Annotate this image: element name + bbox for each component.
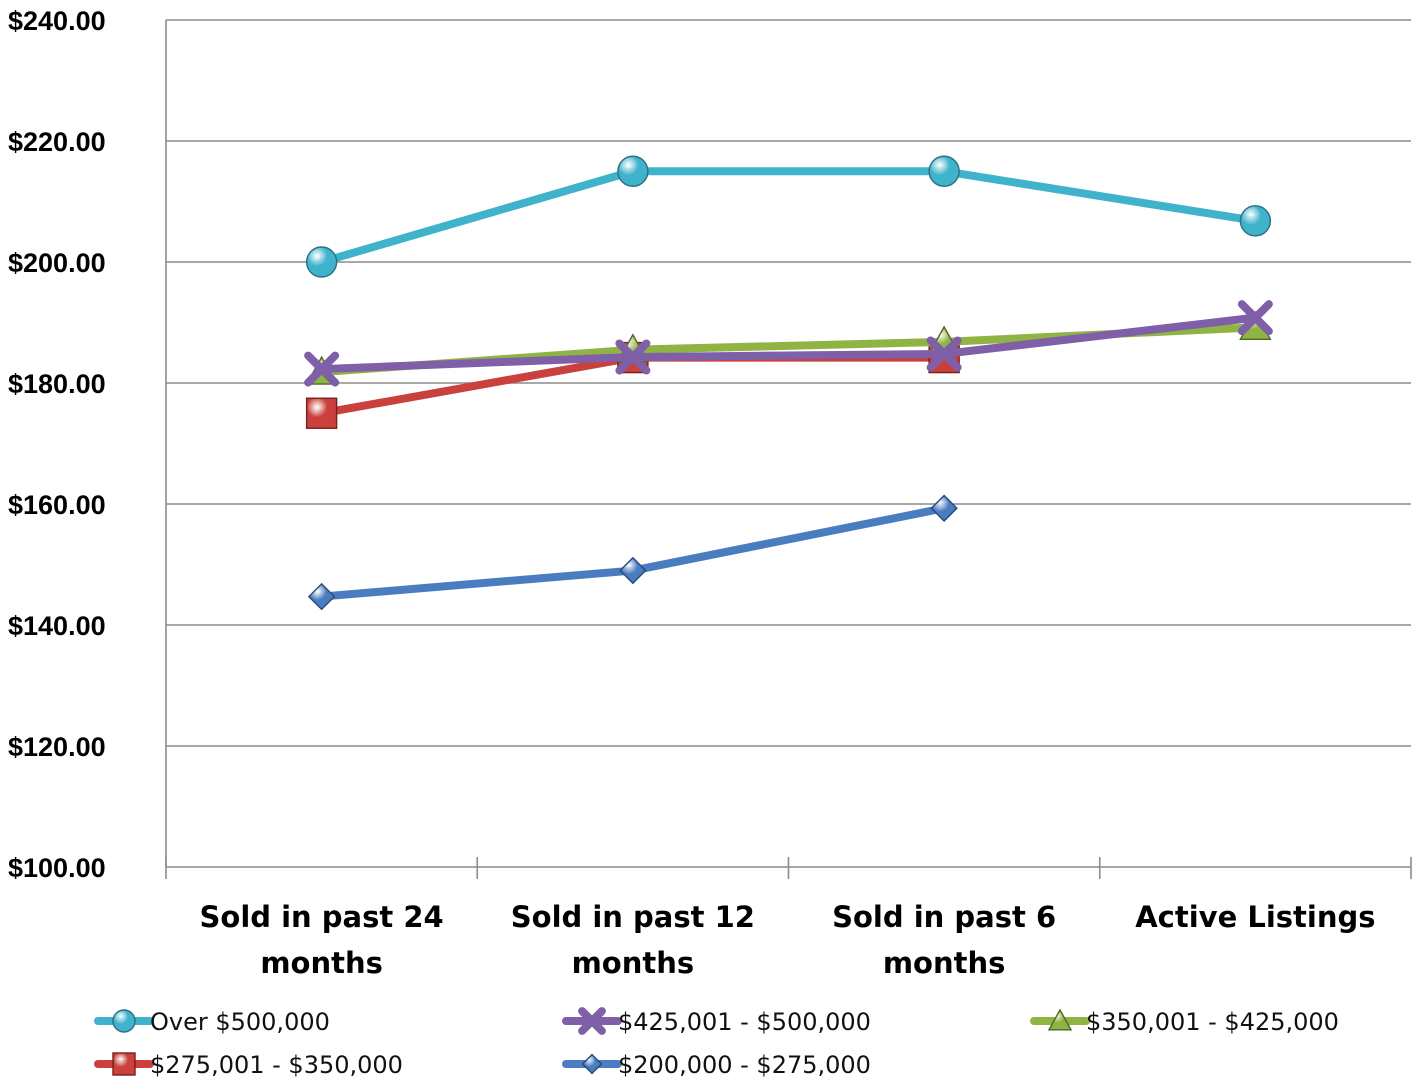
legend-label: $350,001 - $425,000 [1086,1008,1339,1036]
x-category-label: Sold in past 6 months [832,900,1056,980]
legend-item: $350,001 - $425,000 [1030,1008,1339,1036]
data-point-marker [926,336,962,372]
data-point-marker [928,155,960,187]
x-category-label: Active Listings [1135,900,1375,934]
legend-item: $275,001 - $350,000 [94,1051,403,1079]
y-tick-label: $100.00 [8,853,106,883]
y-axis-tick-labels: $100.00 $120.00 $140.00 $160.00 $180.00 $200.… [8,6,106,883]
data-point-marker [615,339,651,375]
legend-item: Over $500,000 [94,1008,330,1036]
series-circle [305,155,1272,278]
series-line [317,167,1260,266]
y-tick-label: $240.00 [8,6,106,36]
x-axis-category-labels: Sold in past 24 months Sold in past 12 mont… [200,900,1376,980]
series-diamond [307,494,958,611]
gridlines [166,19,1411,747]
y-tick-label: $120.00 [8,732,106,762]
data-point-marker [1239,205,1272,237]
data-point-marker [304,351,340,387]
legend-label: $275,001 - $350,000 [150,1051,403,1079]
axes [165,20,1412,879]
data-point-marker [578,1007,606,1035]
legend-label: $425,001 - $500,000 [618,1008,871,1036]
data-point-marker [617,155,649,187]
data-point-marker [305,246,338,278]
y-tick-label: $220.00 [8,127,106,157]
legend-label: $200,000 - $275,000 [618,1051,871,1079]
y-tick-label: $200.00 [8,248,106,278]
data-point-marker [112,1009,136,1033]
legend-item: $200,000 - $275,000 [562,1051,871,1079]
legend-item: $425,001 - $500,000 [562,1007,871,1036]
legend-label: Over $500,000 [150,1008,330,1036]
x-category-label: Sold in past 24 months [200,900,444,980]
data-point-marker [1237,300,1273,336]
series-triangle [305,310,1272,385]
data-series [304,155,1273,611]
data-point-marker [112,1052,136,1076]
data-point-marker [619,556,647,585]
data-point-marker [581,1053,603,1075]
data-point-marker [1047,1008,1073,1031]
series-x [304,300,1273,387]
y-tick-label: $140.00 [8,611,106,641]
y-tick-label: $160.00 [8,490,106,520]
x-category-label: Sold in past 12 months [511,900,755,980]
legend: Over $500,000 $425,001 - $500,000 $350,001… [94,1007,1339,1079]
data-point-marker [930,494,958,522]
data-point-marker [307,582,336,611]
data-point-marker [305,397,338,429]
y-tick-label: $180.00 [8,369,106,399]
series-line [317,313,1260,374]
